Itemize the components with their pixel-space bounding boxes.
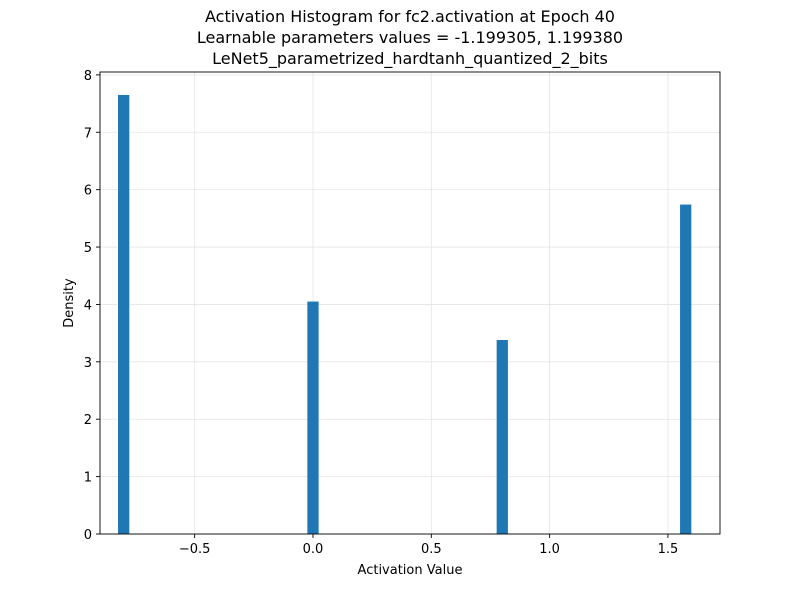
- histogram-bar: [118, 94, 130, 535]
- y-tick-label: 5: [84, 241, 92, 256]
- y-tick-label: 4: [84, 298, 92, 313]
- x-tick-label: −0.5: [179, 542, 211, 557]
- histogram-bar: [680, 204, 692, 534]
- histogram-bar: [307, 301, 319, 534]
- y-tick-label: 3: [84, 356, 92, 371]
- grid-lines: [100, 72, 720, 535]
- y-tick-label: 7: [84, 126, 92, 141]
- x-tick-label: 0.5: [421, 542, 442, 557]
- chart-title: Activation Histogram for fc2.activation …: [197, 7, 623, 69]
- y-tick-label: 2: [84, 413, 92, 428]
- title-line-1: Activation Histogram for fc2.activation …: [205, 7, 615, 26]
- x-axis-label: Activation Value: [358, 563, 463, 578]
- y-tick-label: 8: [84, 69, 92, 84]
- title-line-3: LeNet5_parametrized_hardtanh_quantized_2…: [212, 49, 608, 69]
- x-tick-label: 1.0: [539, 542, 560, 557]
- histogram-bar: [496, 340, 508, 534]
- y-tick-label: 0: [84, 528, 92, 543]
- plot-area-frame: [99, 71, 721, 535]
- y-axis-label: Density: [62, 278, 77, 328]
- x-tick-label: 0.0: [303, 542, 324, 557]
- y-tick-label: 6: [84, 184, 92, 199]
- x-tick-label: 1.5: [658, 542, 679, 557]
- histogram-bars: [118, 94, 692, 535]
- axis-ticks: −0.5 0.0 0.5 1.0 1.5 0 1 2 3 4 5 6 7 8: [84, 69, 679, 557]
- y-tick-label: 1: [84, 471, 92, 486]
- title-line-2: Learnable parameters values = -1.199305,…: [197, 28, 623, 47]
